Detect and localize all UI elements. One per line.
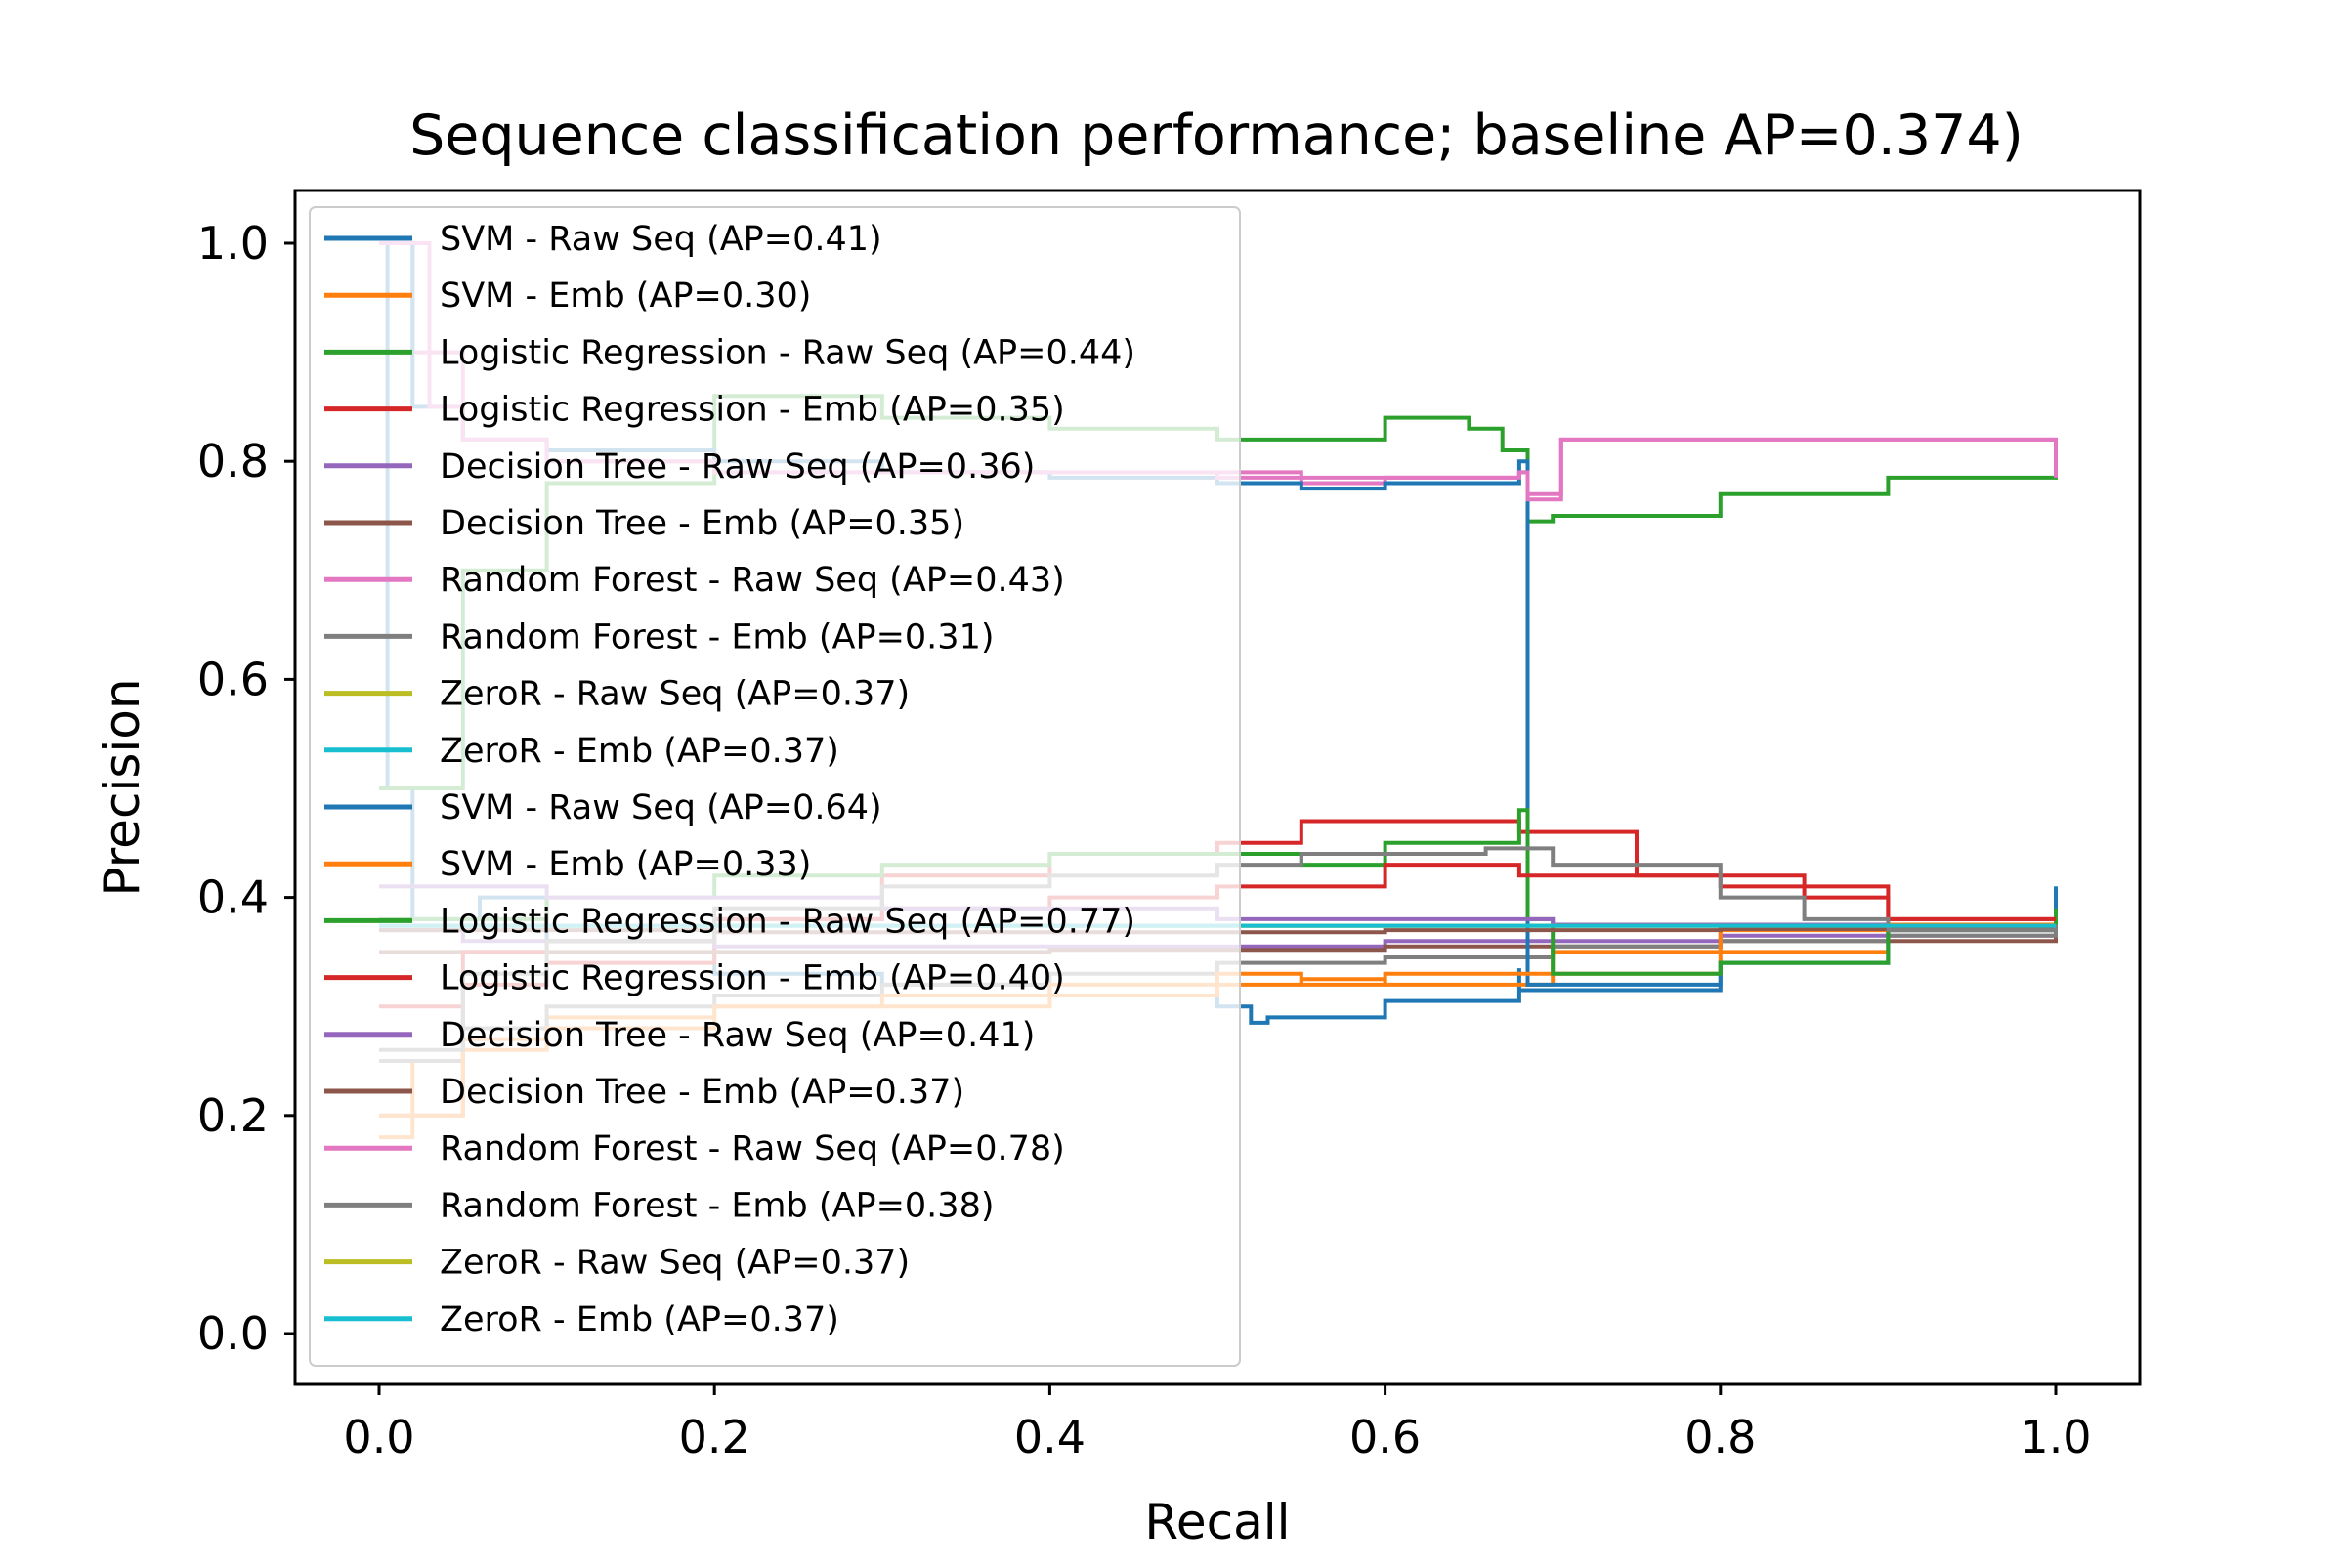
x-tick-label: 0.2 <box>679 1411 750 1463</box>
y-tick-label: 0.8 <box>197 435 269 487</box>
legend-entry-label: Random Forest - Raw Seq (AP=0.43) <box>440 561 1065 600</box>
legend-entry-label: SVM - Emb (AP=0.30) <box>440 276 811 316</box>
legend-entry-label: Decision Tree - Raw Seq (AP=0.41) <box>440 1016 1035 1055</box>
legend-entry-label: SVM - Emb (AP=0.33) <box>440 845 811 884</box>
legend-entry-label: Logistic Regression - Emb (AP=0.40) <box>440 959 1065 998</box>
chart-title: Sequence classification performance; bas… <box>409 104 2024 168</box>
y-axis-label: Precision <box>94 678 150 896</box>
legend-entry-label: Decision Tree - Emb (AP=0.35) <box>440 504 964 543</box>
legend-entry-label: Random Forest - Emb (AP=0.38) <box>440 1186 995 1225</box>
legend-entry-label: Random Forest - Raw Seq (AP=0.78) <box>440 1129 1065 1168</box>
legend-entry-label: Random Forest - Emb (AP=0.31) <box>440 617 995 657</box>
legend-entry-label: Logistic Regression - Emb (AP=0.35) <box>440 391 1065 430</box>
plot-frame <box>293 189 2142 1386</box>
y-tick-label: 0.6 <box>197 653 269 705</box>
legend: SVM - Raw Seq (AP=0.41) SVM - Emb (AP=0.3… <box>309 206 1241 1367</box>
x-tick-label: 0.0 <box>343 1411 414 1463</box>
legend-entry-label: Logistic Regression - Raw Seq (AP=0.44) <box>440 333 1135 372</box>
x-tick-label: 1.0 <box>2020 1411 2091 1463</box>
legend-entry-label: SVM - Raw Seq (AP=0.41) <box>440 220 882 259</box>
legend-entry-label: Decision Tree - Raw Seq (AP=0.36) <box>440 447 1035 487</box>
legend-entry-label: ZeroR - Emb (AP=0.37) <box>440 1300 839 1339</box>
x-tick-label: 0.6 <box>1349 1411 1421 1463</box>
legend-entry-label: ZeroR - Raw Seq (AP=0.37) <box>440 1244 910 1283</box>
legend-entry-label: Logistic Regression - Raw Seq (AP=0.77) <box>440 902 1135 941</box>
x-tick-label: 0.4 <box>1014 1411 1086 1463</box>
legend-entry-label: ZeroR - Emb (AP=0.37) <box>440 732 839 771</box>
y-tick-label: 1.0 <box>197 217 269 270</box>
y-tick-label: 0.2 <box>197 1089 269 1142</box>
legend-box <box>309 206 1241 1367</box>
x-tick-label: 0.8 <box>1684 1411 1756 1463</box>
x-axis-label: Recall <box>1144 1494 1290 1550</box>
tick-layer: 0.0 0.2 0.4 0.6 0.8 1.0 0.0 0.2 0.4 0.6 0.8 1.0 <box>197 217 2092 1463</box>
y-tick-label: 0.4 <box>197 871 269 924</box>
legend-entry-label: SVM - Raw Seq (AP=0.64) <box>440 788 882 827</box>
y-tick-label: 0.0 <box>197 1307 269 1360</box>
legend-entry-label: ZeroR - Raw Seq (AP=0.37) <box>440 675 910 714</box>
legend-entry-label: Decision Tree - Emb (AP=0.37) <box>440 1073 964 1112</box>
